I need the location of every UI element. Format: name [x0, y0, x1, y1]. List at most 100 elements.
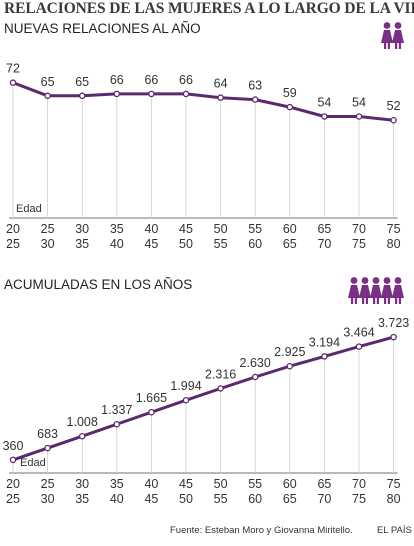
tick-label: 80 — [387, 237, 401, 251]
data-point — [390, 333, 397, 341]
woman-icon — [392, 277, 404, 304]
tick-label: 30 — [41, 492, 55, 506]
data-label: 2.925 — [274, 345, 305, 359]
data-label: 66 — [144, 73, 158, 87]
woman-icon-body — [370, 285, 382, 298]
data-label: 64 — [214, 77, 228, 91]
source-note: Fuente: Esteban Moro y Giovanna Miritell… — [170, 525, 353, 536]
tick-label: 45 — [144, 237, 158, 251]
data-label: 1.337 — [101, 403, 132, 417]
axis-label: Edad — [20, 457, 46, 469]
tick-label: 60 — [248, 492, 262, 506]
tick-label: 45 — [179, 477, 193, 491]
woman-icon-body — [381, 285, 393, 298]
data-point — [44, 444, 51, 452]
woman-icon-body — [359, 285, 371, 298]
data-point — [78, 92, 86, 100]
tick-label: 35 — [75, 492, 89, 506]
woman-icon-head — [394, 277, 402, 284]
brand-label: EL PAÍS — [377, 525, 412, 536]
woman-icon-leg — [384, 43, 387, 49]
tick-label: 40 — [110, 237, 124, 251]
data-label: 54 — [352, 95, 366, 109]
data-label: 66 — [110, 73, 124, 87]
data-label: 1.008 — [67, 415, 98, 429]
woman-icon-body — [348, 285, 360, 298]
woman-icon-head — [372, 277, 380, 284]
data-point — [355, 343, 363, 350]
data-point — [148, 90, 155, 98]
data-label: 3.464 — [343, 326, 374, 340]
data-point — [78, 432, 86, 440]
tick-label: 60 — [248, 237, 262, 251]
woman-icon-leg — [365, 298, 368, 304]
tick-label: 75 — [352, 237, 366, 251]
tick-label: 65 — [317, 477, 331, 491]
woman-icon-head — [394, 22, 402, 29]
woman-icon-body — [392, 285, 404, 298]
tick-label: 30 — [41, 237, 55, 251]
data-point — [148, 408, 155, 416]
tick-label: 65 — [283, 237, 297, 251]
tick-label: 50 — [179, 492, 193, 506]
tick-label: 35 — [110, 222, 124, 236]
tick-label: 60 — [283, 477, 297, 491]
woman-icon — [370, 277, 382, 304]
series-line — [12, 81, 394, 122]
tick-label: 65 — [317, 222, 331, 236]
data-point — [113, 90, 121, 98]
woman-icon-head — [383, 22, 391, 29]
data-label: 1.665 — [136, 391, 167, 405]
data-point — [355, 113, 363, 120]
woman-icon — [381, 277, 393, 304]
tick-label: 25 — [41, 222, 55, 236]
woman-icon-leg — [387, 43, 390, 49]
woman-icon-body — [381, 30, 393, 43]
woman-icon-leg — [398, 43, 401, 49]
data-label: 3.194 — [309, 335, 340, 349]
woman-icon-leg — [387, 298, 390, 304]
woman-icon-leg — [351, 298, 354, 304]
data-label: 63 — [248, 79, 262, 93]
tick-label: 25 — [6, 492, 20, 506]
tick-label: 75 — [352, 492, 366, 506]
axis-label: Edad — [16, 203, 42, 215]
woman-icon-head — [361, 277, 369, 284]
tick-label: 70 — [352, 222, 366, 236]
woman-icon-leg — [376, 298, 379, 304]
data-label: 360 — [3, 439, 24, 453]
data-point — [251, 373, 259, 381]
tick-label: 20 — [6, 477, 20, 491]
data-label: 683 — [37, 427, 58, 441]
data-label: 72 — [6, 62, 20, 76]
tick-label: 50 — [214, 222, 228, 236]
tick-label: 45 — [179, 222, 193, 236]
woman-icon-body — [392, 30, 404, 43]
data-label: 3.723 — [378, 316, 409, 330]
tick-label: 40 — [144, 477, 158, 491]
woman-icon-leg — [395, 298, 398, 304]
tick-label: 45 — [144, 492, 158, 506]
data-point — [217, 385, 224, 392]
tick-label: 40 — [110, 492, 124, 506]
chart-title-new-relations: NUEVAS RELACIONES AL AÑO — [4, 21, 201, 36]
data-label: 54 — [317, 95, 331, 109]
woman-icon — [348, 277, 360, 304]
tick-label: 55 — [214, 492, 228, 506]
chart-title-accumulated: ACUMULADAS EN LOS AÑOS — [4, 277, 193, 292]
data-label: 2.630 — [240, 356, 271, 370]
tick-label: 30 — [75, 477, 89, 491]
data-label: 59 — [283, 86, 297, 100]
tick-label: 80 — [387, 492, 401, 506]
tick-label: 20 — [6, 222, 20, 236]
data-point — [217, 94, 224, 101]
data-label: 52 — [387, 99, 401, 113]
tick-label: 55 — [214, 237, 228, 251]
tick-label: 65 — [283, 492, 297, 506]
woman-icon — [381, 22, 393, 49]
page-title: RELACIONES DE LAS MUJERES A LO LARGO DE … — [4, 0, 414, 17]
data-point — [286, 103, 294, 111]
data-point — [321, 113, 328, 120]
